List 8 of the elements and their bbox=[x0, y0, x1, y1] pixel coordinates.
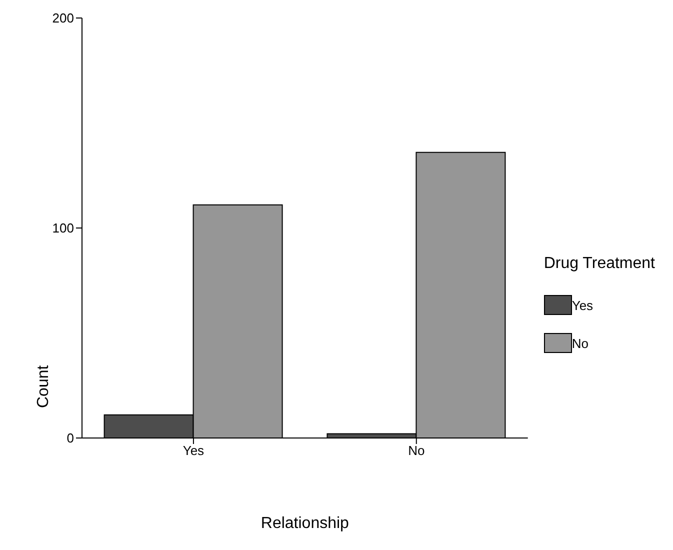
y-tick-label: 0 bbox=[66, 430, 74, 446]
y-axis-title: Count bbox=[35, 364, 52, 408]
y-tick-label: 100 bbox=[52, 220, 74, 236]
x-axis-title: Relationship bbox=[260, 515, 350, 532]
legend-title: Drug Treatment bbox=[544, 255, 655, 273]
legend-label: Yes bbox=[572, 298, 594, 312]
legend-label: No bbox=[572, 336, 588, 350]
y-tick-label: 200 bbox=[52, 10, 74, 26]
